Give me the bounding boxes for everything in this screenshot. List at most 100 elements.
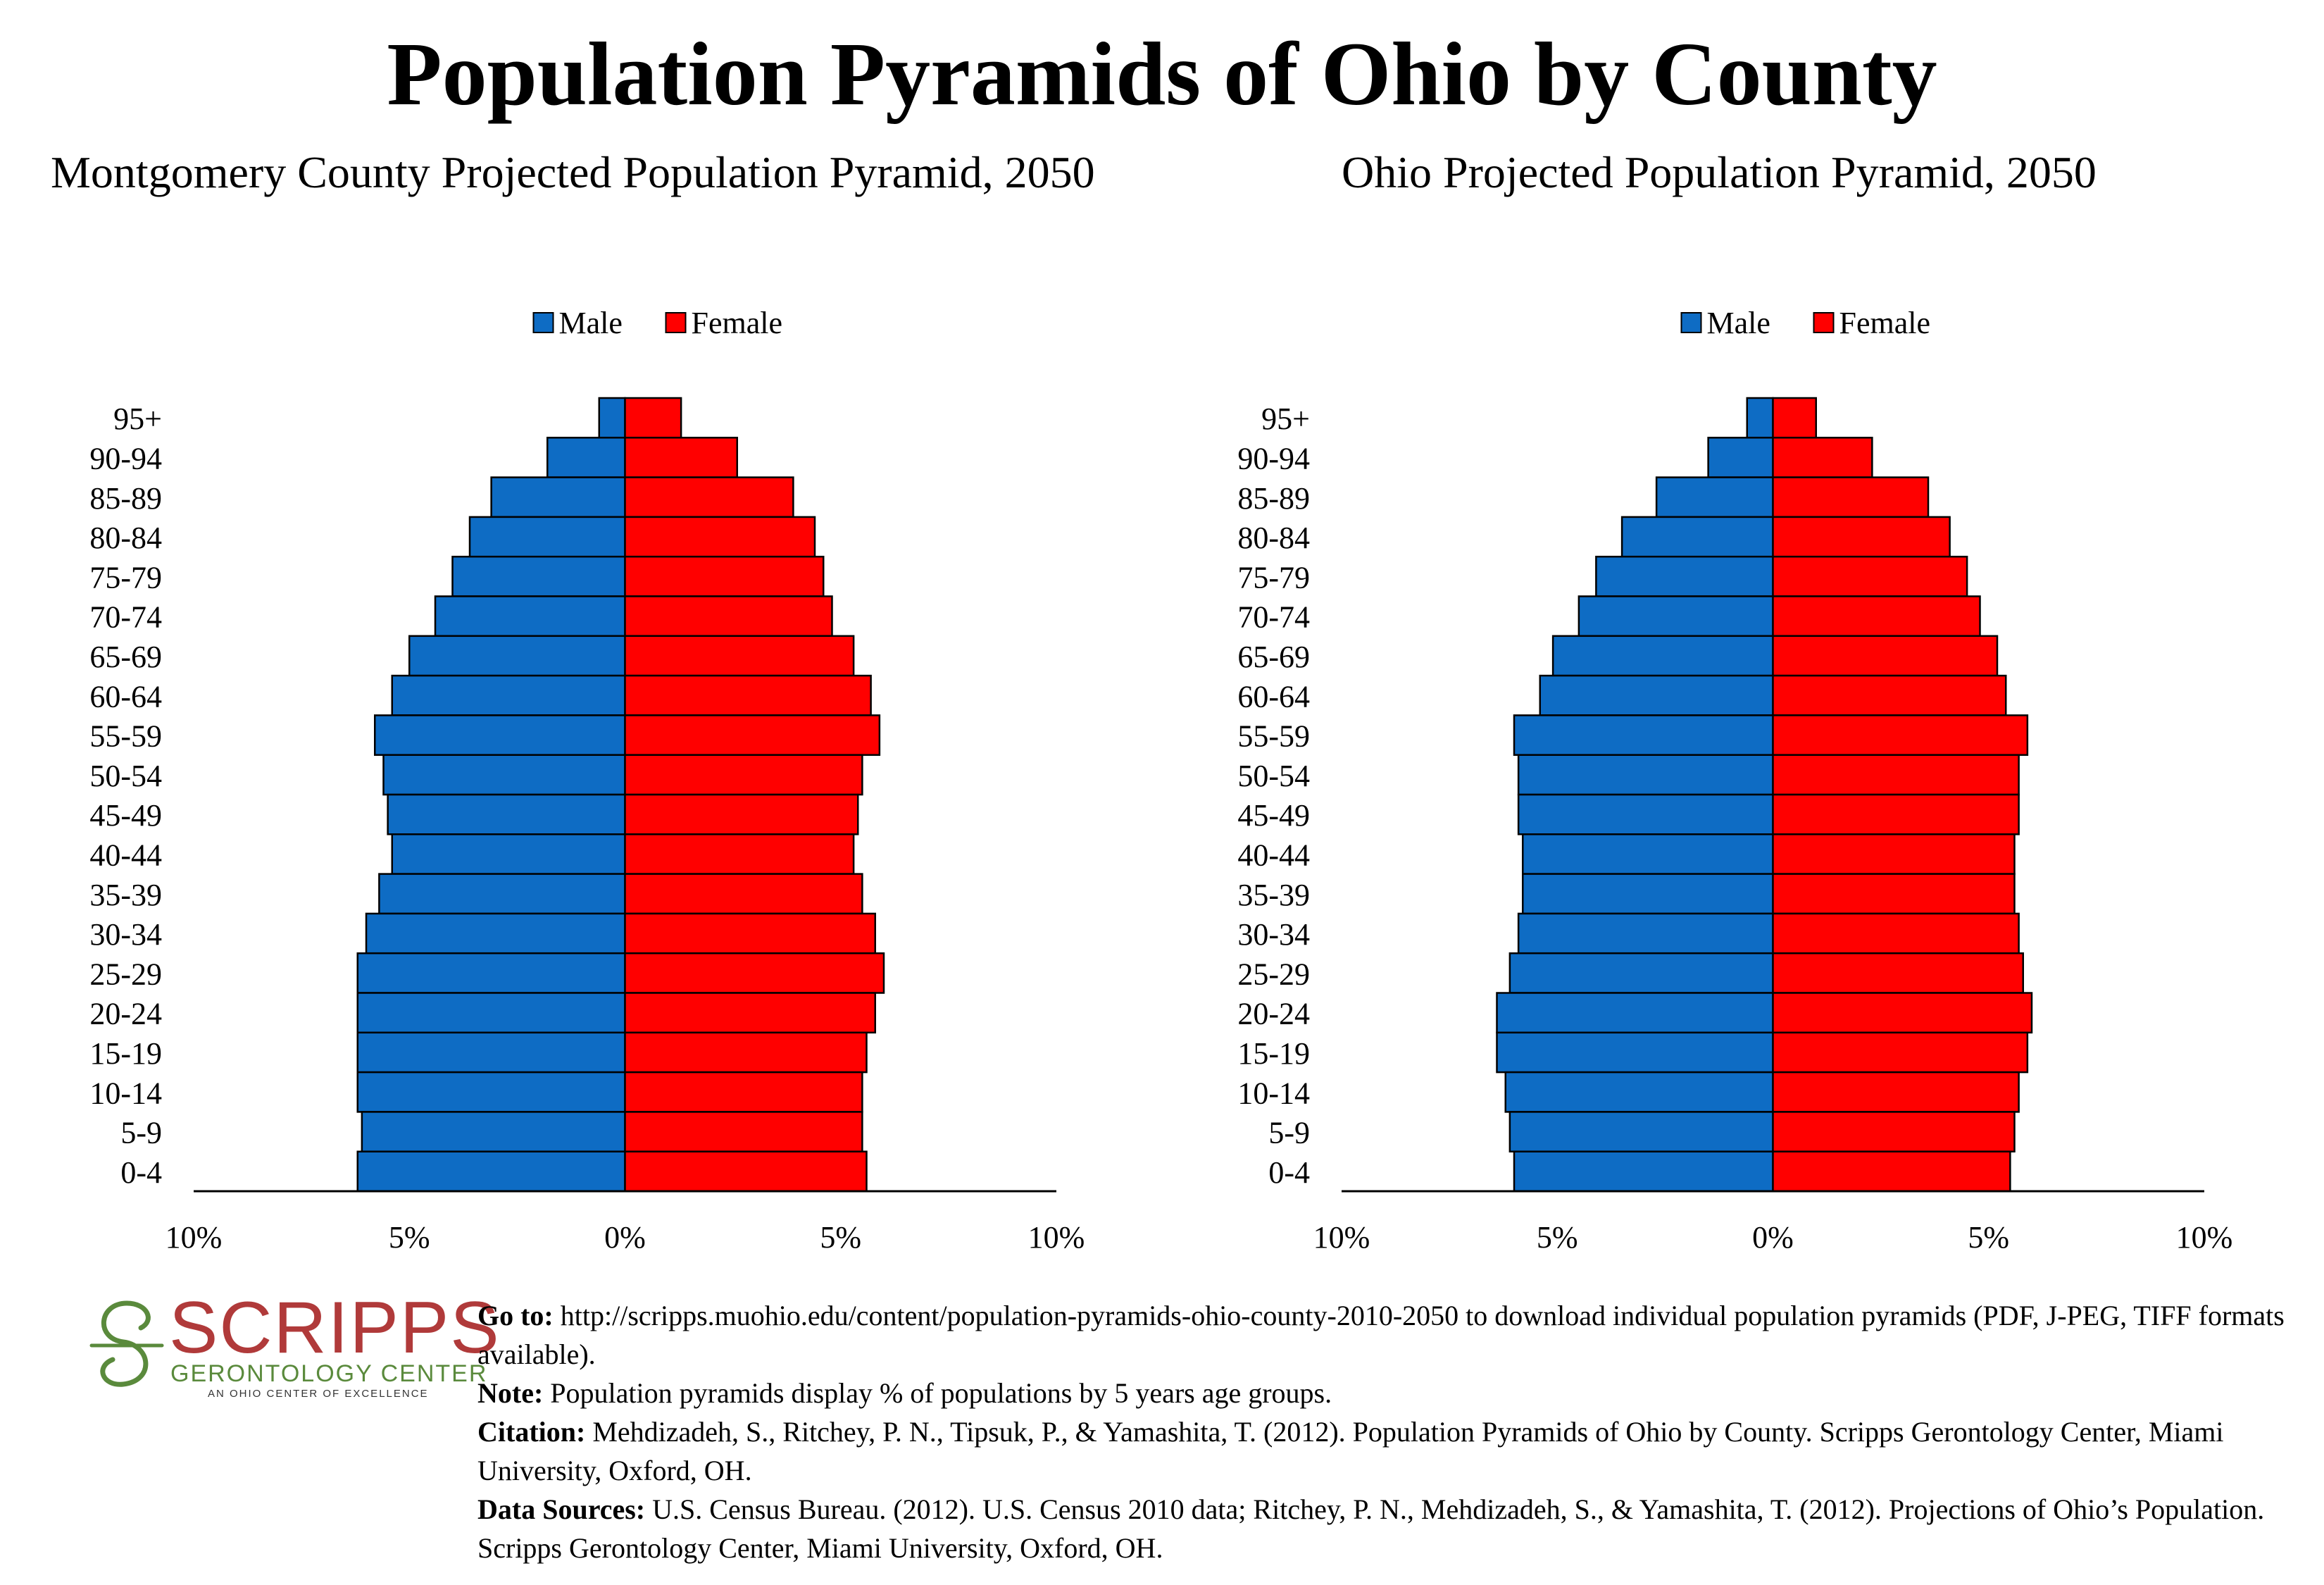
citation-label: Citation: xyxy=(477,1416,586,1448)
age-label: 70-74 xyxy=(89,600,162,635)
age-label: 90-94 xyxy=(1237,441,1310,476)
bar-female-55-59 xyxy=(1772,714,2029,756)
bar-male-30-34 xyxy=(1517,912,1774,955)
scripps-logo: SCRIPPS GERONTOLOGY CENTER AN OHIO CENTE… xyxy=(85,1289,499,1402)
age-label: 80-84 xyxy=(89,521,162,555)
bar-female-45-49 xyxy=(1772,793,2020,835)
bar-female-90-94 xyxy=(624,437,738,478)
age-label: 5-9 xyxy=(120,1116,162,1150)
bar-male-40-44 xyxy=(391,833,626,875)
legend-swatch-male xyxy=(1680,312,1702,333)
bar-female-40-44 xyxy=(1772,833,2016,875)
age-label: 35-39 xyxy=(89,878,162,912)
bar-male-60-64 xyxy=(391,674,626,716)
x-tick-label: 10% xyxy=(165,1220,223,1255)
bar-male-55-59 xyxy=(1513,714,1774,756)
bar-female-80-84 xyxy=(624,516,816,558)
legend-label-male: Male xyxy=(559,306,623,340)
bar-female-35-39 xyxy=(624,873,863,915)
bar-female-0-4 xyxy=(1772,1150,2011,1193)
bar-female-20-24 xyxy=(624,992,876,1034)
bar-female-90-94 xyxy=(1772,437,1873,478)
bar-male-90-94 xyxy=(1707,437,1774,478)
sources-label: Data Sources: xyxy=(477,1493,646,1525)
bar-male-20-24 xyxy=(1496,992,1774,1034)
age-label: 75-79 xyxy=(1237,560,1310,595)
bar-male-45-49 xyxy=(387,793,626,835)
bar-female-50-54 xyxy=(1772,754,2020,796)
bar-male-10-14 xyxy=(1504,1071,1774,1113)
age-label: 55-59 xyxy=(89,719,162,754)
logo-subtitle: GERONTOLOGY CENTER xyxy=(170,1360,488,1387)
legend-label-male: Male xyxy=(1707,306,1770,340)
bar-male-0-4 xyxy=(1513,1150,1774,1193)
pyramid-chart-ohio: Male Female 95+ 90-94 85-89 80-84 75-79 70-74 65… xyxy=(1237,306,2232,1255)
x-tick-label: 0% xyxy=(604,1220,646,1255)
age-label: 70-74 xyxy=(1237,600,1310,635)
goto-note: Go to: http://scripps.muohio.edu/content… xyxy=(477,1296,2309,1374)
bar-male-60-64 xyxy=(1539,674,1774,716)
bar-male-40-44 xyxy=(1522,833,1774,875)
x-tick-label: 0% xyxy=(1752,1220,1794,1255)
note-text: Population pyramids display % of populat… xyxy=(550,1377,1332,1409)
bar-female-75-79 xyxy=(624,555,825,597)
bar-female-5-9 xyxy=(624,1111,863,1152)
bar-female-15-19 xyxy=(624,1031,868,1074)
logo-name: SCRIPPS xyxy=(169,1287,501,1369)
age-label: 85-89 xyxy=(89,481,162,516)
bar-female-80-84 xyxy=(1772,516,1951,558)
bar-male-75-79 xyxy=(451,555,626,597)
bar-female-25-29 xyxy=(624,952,885,994)
citation-text: Mehdizadeh, S., Ritchey, P. N., Tipsuk, … xyxy=(477,1416,2224,1486)
bar-male-70-74 xyxy=(1578,595,1774,638)
bar-male-15-19 xyxy=(356,1031,626,1074)
bar-female-75-79 xyxy=(1772,555,1968,597)
bar-male-80-84 xyxy=(468,516,626,558)
age-label: 10-14 xyxy=(1237,1076,1310,1110)
pyramid-chart-montgomery: Male Female 95+ 90-94 85-89 80-84 75-79 70-74 65… xyxy=(89,306,1085,1255)
age-label: 85-89 xyxy=(1237,481,1310,516)
note-line: Note: Population pyramids display % of p… xyxy=(477,1374,2309,1412)
bar-male-50-54 xyxy=(1517,754,1774,796)
age-label: 30-34 xyxy=(89,917,162,952)
sources-text: U.S. Census Bureau. (2012). U.S. Census … xyxy=(477,1493,2265,1564)
bar-female-85-89 xyxy=(624,476,794,518)
bar-female-50-54 xyxy=(624,754,863,796)
age-label: 50-54 xyxy=(89,759,162,793)
bar-female-95+ xyxy=(624,397,682,439)
bar-female-5-9 xyxy=(1772,1111,2016,1152)
bar-female-60-64 xyxy=(1772,674,2007,716)
citation-line: Citation: Mehdizadeh, S., Ritchey, P. N.… xyxy=(477,1412,2309,1490)
bar-female-30-34 xyxy=(624,912,876,955)
age-label: 0-4 xyxy=(120,1155,162,1190)
age-label: 60-64 xyxy=(1237,679,1310,714)
x-tick-label: 10% xyxy=(2176,1220,2232,1255)
x-tick-label: 5% xyxy=(820,1220,861,1255)
age-label: 25-29 xyxy=(89,957,162,991)
x-tick-label: 5% xyxy=(1537,1220,1578,1255)
age-label: 0-4 xyxy=(1268,1155,1310,1190)
x-tick-label: 5% xyxy=(389,1220,430,1255)
age-label: 30-34 xyxy=(1237,917,1310,952)
bar-male-35-39 xyxy=(1522,873,1774,915)
age-label: 35-39 xyxy=(1237,878,1310,912)
age-label: 75-79 xyxy=(89,560,162,595)
bar-female-95+ xyxy=(1772,397,1817,439)
age-label: 50-54 xyxy=(1237,759,1310,793)
bar-male-0-4 xyxy=(356,1150,626,1193)
age-label: 45-49 xyxy=(89,798,162,833)
bar-female-10-14 xyxy=(1772,1071,2020,1113)
bar-female-55-59 xyxy=(624,714,881,756)
legend: Male Female xyxy=(532,306,782,340)
age-label: 5-9 xyxy=(1268,1116,1310,1150)
age-label: 40-44 xyxy=(89,838,162,872)
bar-male-20-24 xyxy=(356,992,626,1034)
bar-female-10-14 xyxy=(624,1071,863,1113)
age-label: 95+ xyxy=(1261,402,1310,436)
age-label: 45-49 xyxy=(1237,798,1310,833)
bar-male-85-89 xyxy=(1655,476,1774,518)
bar-male-25-29 xyxy=(356,952,626,994)
bar-male-5-9 xyxy=(361,1111,626,1152)
x-tick-label: 10% xyxy=(1028,1220,1085,1255)
chart-title-ohio: Ohio Projected Population Pyramid, 2050 xyxy=(1342,147,2097,197)
